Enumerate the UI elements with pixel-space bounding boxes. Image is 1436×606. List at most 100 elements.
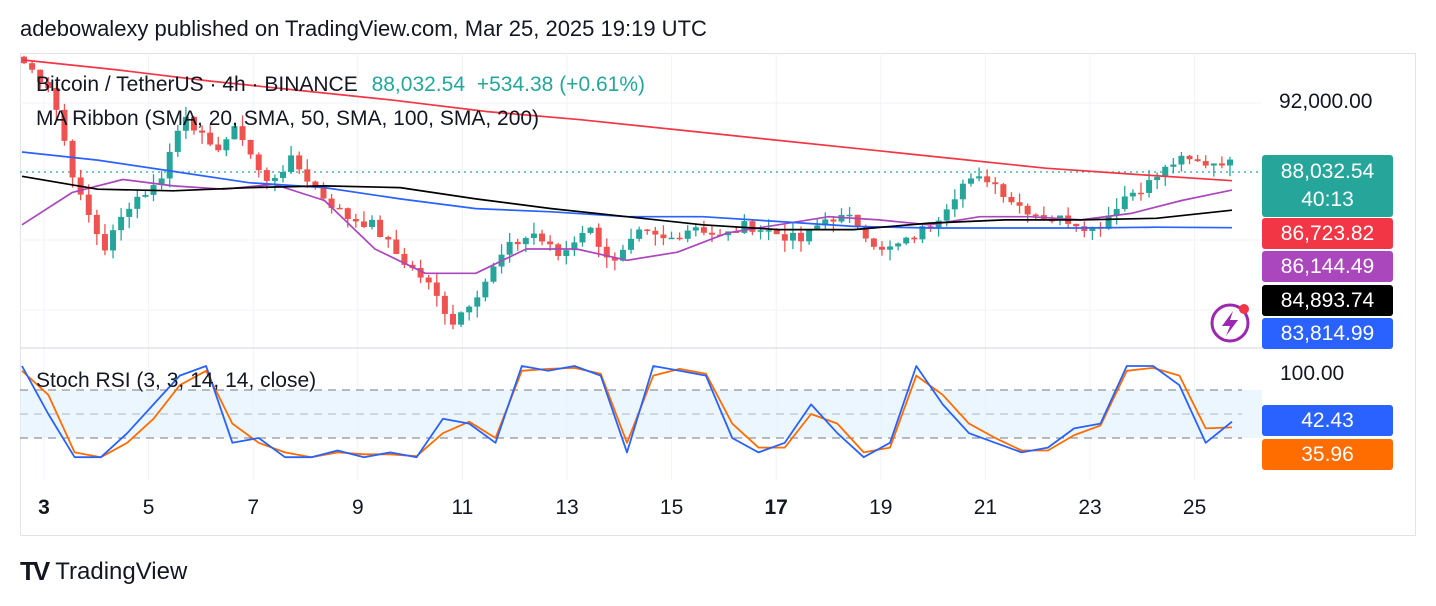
candle-body [174, 130, 181, 152]
time-axis-tick: 7 [247, 496, 260, 519]
candle-body [514, 241, 521, 245]
candle-body [1000, 184, 1007, 197]
candle-body [69, 140, 76, 178]
chart-panel[interactable] [20, 53, 1416, 536]
candle-body [1162, 166, 1169, 177]
candle-body [1178, 155, 1185, 165]
candle-body [312, 181, 319, 188]
candle-body [895, 243, 902, 247]
candle-body [344, 208, 351, 219]
footer-brand: TradingView [55, 557, 188, 585]
candle-body [1137, 192, 1144, 195]
candle-body [134, 196, 141, 209]
candle-body [223, 139, 230, 151]
candle-body [61, 109, 68, 141]
candle-body [377, 219, 384, 238]
candle-body [611, 257, 618, 261]
candle-body [296, 155, 303, 170]
candle-body [652, 230, 659, 235]
candle-body [830, 219, 837, 222]
time-axis-tick: 13 [555, 496, 579, 519]
stoch-rsi-legend[interactable]: Stoch RSI (3, 3, 14, 14, close) [36, 369, 317, 392]
candle-body [85, 194, 92, 215]
candle-body [1024, 205, 1031, 215]
candle-body [417, 267, 424, 278]
candle-body [166, 151, 173, 179]
stoch-lines [21, 365, 1233, 459]
candle-body [255, 154, 262, 171]
candle-body [199, 130, 206, 133]
candle-body [571, 242, 578, 251]
candle-body [887, 246, 894, 250]
candle-body [628, 238, 635, 250]
time-axis-tick: 19 [869, 496, 893, 519]
candle-body [530, 233, 537, 238]
publisher-header: adebowalexy published on TradingView.com… [20, 16, 707, 41]
candle-body [466, 306, 473, 313]
candle-body [433, 282, 440, 296]
candle-body [708, 232, 715, 235]
candle-body [45, 82, 52, 88]
candle-body [474, 297, 481, 307]
sma20-line [21, 178, 1233, 275]
candle-body [846, 214, 853, 217]
candle-body [700, 227, 707, 233]
candle-body [1032, 214, 1039, 216]
last-price-value: 88,032.54 [1280, 160, 1375, 183]
sma200-tag: 86,723.82 [1262, 218, 1393, 249]
candle-body [207, 132, 214, 145]
candle-body [231, 126, 238, 140]
candle-body [506, 241, 513, 255]
symbol-legend[interactable]: Bitcoin / TetherUS · 4h · BINANCE 88,032… [36, 73, 645, 97]
candle-body [288, 155, 295, 172]
candle-body [547, 241, 554, 245]
candle-body [870, 238, 877, 247]
time-axis-tick: 3 [38, 496, 50, 519]
candle-body [781, 234, 788, 241]
candle-body [951, 199, 958, 210]
candle-body [603, 246, 610, 258]
ma-ribbon-legend[interactable]: MA Ribbon (SMA, 20, SMA, 50, SMA, 100, S… [36, 107, 540, 130]
candle-body [644, 229, 651, 232]
time-axis-tick: 15 [659, 496, 684, 519]
candle-body [967, 178, 974, 184]
candle-body [555, 244, 562, 257]
candle-body [328, 198, 335, 208]
ma-lines [21, 59, 1233, 275]
candle-body [320, 187, 327, 199]
candle-body [385, 237, 392, 240]
candle-body [822, 219, 829, 226]
candle-body [1210, 163, 1217, 166]
candle-body [862, 226, 869, 239]
candle-body [1154, 176, 1161, 181]
candle-body [984, 176, 991, 183]
candle-body [579, 232, 586, 243]
candle-body [490, 266, 497, 282]
candle-body [692, 227, 699, 231]
candle-body [1089, 226, 1096, 232]
candle-body [903, 237, 910, 244]
price-axis-92000: 92,000.00 [1279, 90, 1373, 113]
candle-body [1105, 215, 1112, 229]
candle-body [142, 194, 149, 197]
candle-body [118, 216, 125, 231]
candle-body [190, 116, 197, 131]
candle-body [757, 230, 764, 232]
candle-body [563, 250, 570, 257]
candle-body [441, 295, 448, 314]
candle-body [676, 237, 683, 240]
candle-body [37, 69, 44, 83]
sma50-tag: 83,814.99 [1262, 318, 1393, 349]
candle-body [215, 144, 222, 151]
alert-icon[interactable] [1210, 303, 1250, 343]
sma100-line [21, 175, 1233, 231]
candle-body [101, 234, 108, 251]
sma20-tag: 86,144.49 [1262, 251, 1393, 282]
candle-countdown: 40:13 [1301, 188, 1354, 211]
candle-body [587, 227, 594, 233]
candle-body [458, 312, 465, 325]
candle-body [636, 229, 643, 239]
stoch-d-tag: 35.96 [1262, 439, 1393, 470]
candle-body [1202, 161, 1209, 166]
